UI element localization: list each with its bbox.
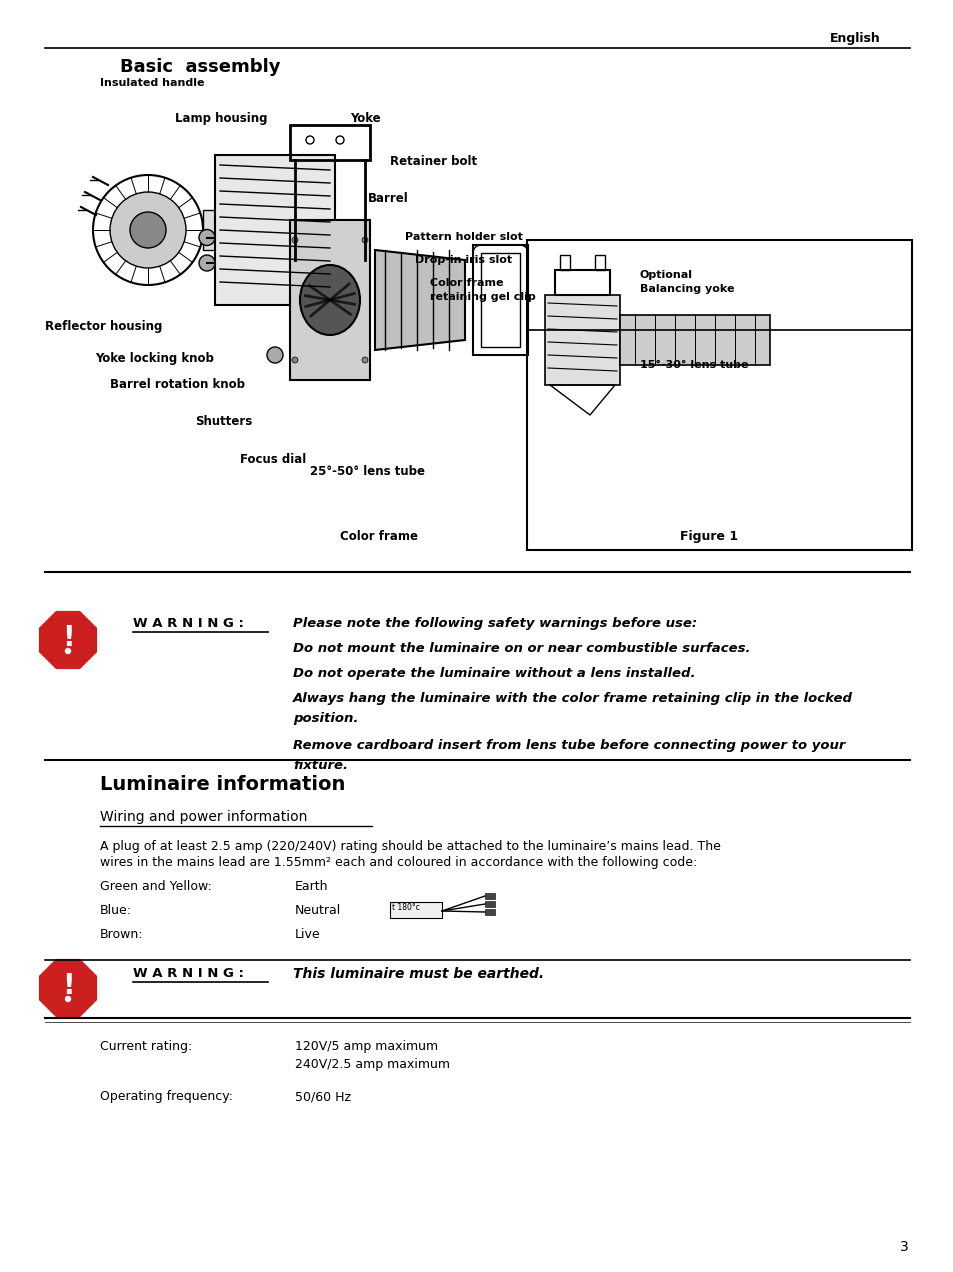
Circle shape: [130, 212, 166, 248]
Text: 240V/2.5 amp maximum: 240V/2.5 amp maximum: [294, 1058, 450, 1071]
Text: W A R N I N G :: W A R N I N G :: [132, 617, 244, 630]
Text: Figure 1: Figure 1: [679, 530, 738, 543]
Text: Lamp housing: Lamp housing: [174, 112, 267, 125]
Text: Shutters: Shutters: [194, 415, 252, 427]
Text: position.: position.: [293, 712, 358, 725]
Bar: [390, 902, 441, 918]
Text: Blue:: Blue:: [100, 904, 132, 917]
Text: t 180°c: t 180°c: [392, 903, 419, 912]
Text: Pattern holder slot: Pattern holder slot: [405, 232, 522, 242]
Bar: [555, 270, 609, 295]
Text: English: English: [829, 32, 880, 45]
Text: Yoke locking knob: Yoke locking knob: [95, 352, 213, 365]
Text: Brown:: Brown:: [100, 929, 143, 941]
Text: 3: 3: [899, 1240, 908, 1254]
Text: Barrel: Barrel: [368, 192, 408, 205]
Text: Always hang the luminaire with the color frame retaining clip in the locked: Always hang the luminaire with the color…: [293, 692, 852, 705]
Text: 50/60 Hz: 50/60 Hz: [294, 1090, 351, 1103]
Polygon shape: [37, 958, 98, 1019]
Circle shape: [66, 649, 71, 654]
Text: This luminaire must be earthed.: This luminaire must be earthed.: [293, 967, 543, 981]
Text: Neutral: Neutral: [294, 904, 341, 917]
Text: Focus dial: Focus dial: [240, 453, 306, 466]
Circle shape: [110, 192, 186, 268]
Bar: [484, 909, 495, 915]
Text: fixture.: fixture.: [293, 759, 348, 772]
Bar: [214, 155, 335, 305]
Circle shape: [199, 229, 214, 245]
Text: !: !: [62, 625, 74, 653]
Bar: [290, 125, 370, 160]
Circle shape: [267, 347, 283, 363]
Text: 25°-50° lens tube: 25°-50° lens tube: [310, 466, 424, 478]
Text: Operating frequency:: Operating frequency:: [100, 1090, 233, 1103]
Text: Please note the following safety warnings before use:: Please note the following safety warning…: [293, 617, 697, 630]
Circle shape: [292, 237, 297, 243]
Text: A plug of at least 2.5 amp (220/240V) rating should be attached to the luminaire: A plug of at least 2.5 amp (220/240V) ra…: [100, 840, 720, 854]
Text: Do not operate the luminaire without a lens installed.: Do not operate the luminaire without a l…: [293, 667, 695, 681]
Polygon shape: [37, 609, 98, 670]
Text: Yoke: Yoke: [350, 112, 380, 125]
Text: Wiring and power information: Wiring and power information: [100, 810, 307, 824]
Bar: [484, 901, 495, 907]
Text: Insulated handle: Insulated handle: [100, 78, 204, 88]
Bar: [619, 315, 769, 365]
Text: !: !: [62, 972, 74, 1000]
Text: Drop-in iris slot: Drop-in iris slot: [415, 254, 512, 265]
Text: 15°-30° lens tube: 15°-30° lens tube: [639, 360, 748, 370]
Bar: [480, 253, 519, 347]
Circle shape: [292, 357, 297, 363]
Circle shape: [66, 996, 71, 1001]
Bar: [559, 254, 569, 270]
Text: 120V/5 amp maximum: 120V/5 amp maximum: [294, 1040, 437, 1053]
Bar: [473, 245, 527, 355]
Text: Do not mount the luminaire on or near combustible surfaces.: Do not mount the luminaire on or near co…: [293, 642, 750, 655]
Polygon shape: [375, 251, 464, 350]
Text: Reflector housing: Reflector housing: [45, 321, 162, 333]
Bar: [526, 240, 911, 550]
Ellipse shape: [299, 265, 359, 335]
Text: Luminaire information: Luminaire information: [100, 775, 345, 794]
Text: Barrel rotation knob: Barrel rotation knob: [110, 378, 245, 391]
Circle shape: [335, 136, 344, 144]
Bar: [544, 295, 619, 385]
Circle shape: [361, 237, 368, 243]
Circle shape: [306, 136, 314, 144]
Text: Green and Yellow:: Green and Yellow:: [100, 880, 212, 893]
Text: Balancing yoke: Balancing yoke: [639, 284, 734, 294]
Text: Optional: Optional: [639, 270, 692, 280]
Text: Remove cardboard insert from lens tube before connecting power to your: Remove cardboard insert from lens tube b…: [293, 739, 844, 752]
Bar: [484, 893, 495, 899]
Text: Retainer bolt: Retainer bolt: [390, 155, 476, 168]
Text: Color frame: Color frame: [430, 279, 503, 287]
Bar: [595, 254, 604, 270]
Text: Earth: Earth: [294, 880, 328, 893]
Text: Color frame: Color frame: [339, 530, 417, 543]
Text: wires in the mains lead are 1.55mm² each and coloured in accordance with the fol: wires in the mains lead are 1.55mm² each…: [100, 856, 697, 869]
Circle shape: [199, 254, 214, 271]
Circle shape: [361, 357, 368, 363]
Text: Current rating:: Current rating:: [100, 1040, 193, 1053]
Bar: [290, 220, 370, 380]
Text: Live: Live: [294, 929, 320, 941]
Bar: [203, 210, 233, 251]
Text: retaining gel clip: retaining gel clip: [430, 293, 536, 301]
Text: Basic  assembly: Basic assembly: [120, 59, 280, 76]
Text: W A R N I N G :: W A R N I N G :: [132, 967, 244, 979]
